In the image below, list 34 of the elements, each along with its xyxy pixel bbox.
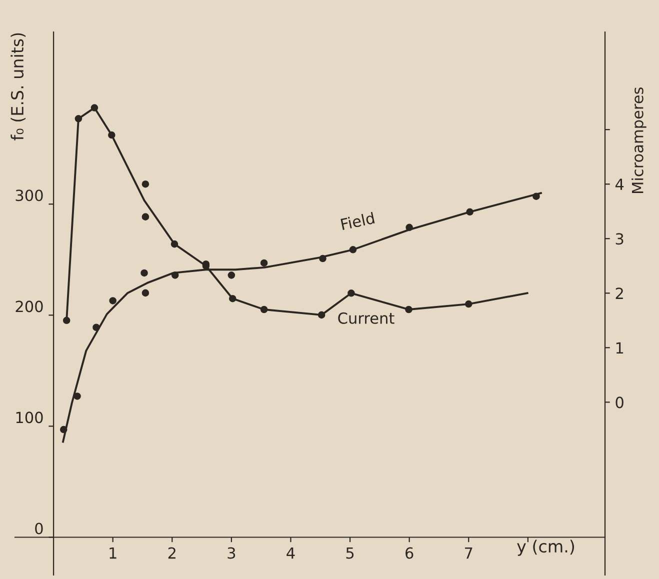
point <box>74 115 82 122</box>
y-tick-label: 0 <box>35 522 43 534</box>
point <box>90 104 98 112</box>
y2-tick-label: 2 <box>616 288 623 299</box>
text: Field <box>340 212 375 230</box>
point <box>142 180 150 188</box>
y-tick-label: 100 <box>16 412 43 424</box>
point <box>108 131 116 139</box>
x-tick-label: 6 <box>406 547 414 559</box>
x-tick-label: 7 <box>465 547 472 559</box>
point <box>228 294 236 302</box>
y2-axis-title: Microamperes <box>632 87 646 193</box>
point <box>260 306 268 314</box>
point <box>318 311 326 319</box>
point <box>62 316 70 324</box>
x-tick-label: 5 <box>346 547 354 559</box>
x-axis-title: y (cm.) <box>517 540 574 556</box>
y-tick-label: 300 <box>16 190 43 202</box>
x-tick-label: 4 <box>286 547 295 559</box>
point <box>348 290 355 297</box>
y2-tick-label: 0 <box>616 396 624 408</box>
point <box>464 300 472 308</box>
point <box>170 240 178 248</box>
y2-tick-label: 3 <box>616 233 624 245</box>
x-tick-label: 1 <box>110 547 116 559</box>
x-tick-label: 2 <box>168 547 176 559</box>
point <box>405 306 412 314</box>
y-tick-label: 200 <box>16 300 43 312</box>
y2-tick-label: 1 <box>616 342 624 354</box>
x-tick-label: 3 <box>228 547 236 559</box>
series-label: Current <box>338 312 394 324</box>
y2-tick-label: 4 <box>615 178 624 190</box>
y-axis-title: f₀ (E.S. units) <box>10 33 26 140</box>
point <box>142 213 150 220</box>
